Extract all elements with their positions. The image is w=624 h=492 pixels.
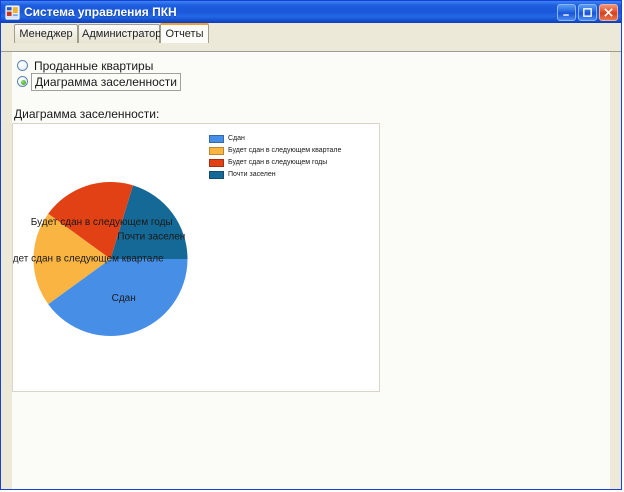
svg-text:Почти заселен: Почти заселен [117, 232, 185, 243]
svg-text:Будет сдан в следующем годы: Будет сдан в следующем годы [31, 217, 173, 228]
svg-text:Сдан: Сдан [112, 293, 136, 304]
svg-text:Будет сдан в следующем квартал: Будет сдан в следующем квартале [13, 254, 164, 265]
